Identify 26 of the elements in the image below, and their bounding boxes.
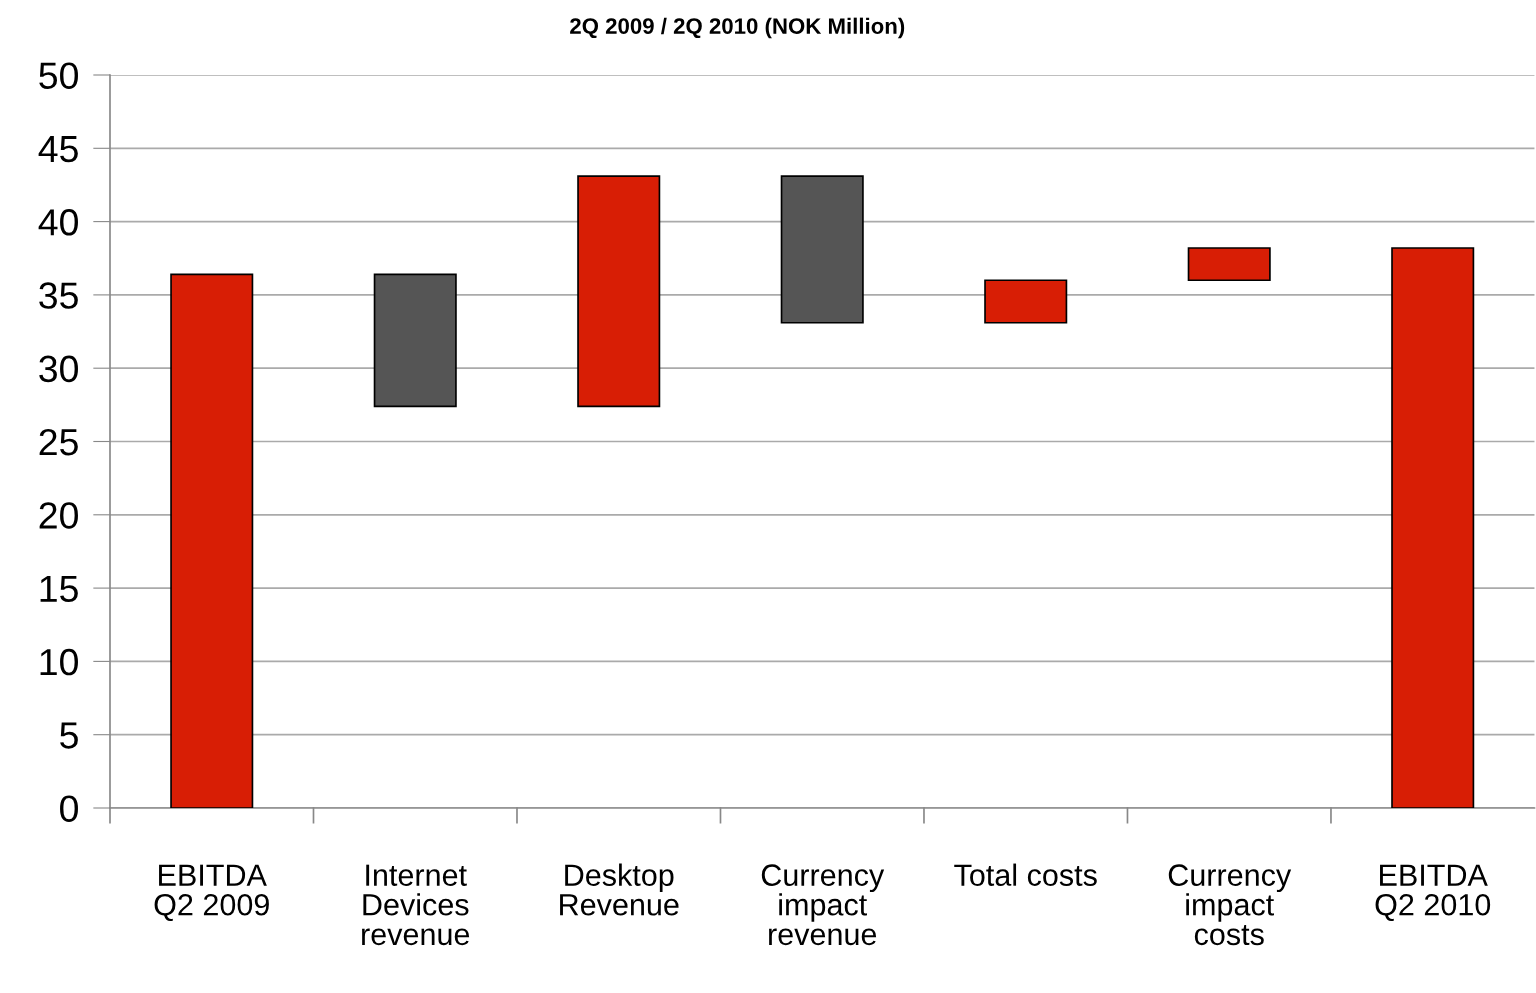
bar bbox=[984, 279, 1068, 324]
bar bbox=[1391, 247, 1475, 808]
x-tick-label: Currency impact costs bbox=[1168, 864, 1292, 946]
x-tick-label: Desktop Revenue bbox=[560, 863, 679, 916]
bar bbox=[373, 273, 457, 408]
x-tick-label: Currency impact revenue bbox=[761, 864, 885, 946]
y-tick-label: 30 bbox=[39, 355, 78, 383]
bar bbox=[170, 273, 254, 808]
bar bbox=[780, 175, 864, 324]
y-tick-label: 40 bbox=[38, 209, 78, 236]
y-tick-label: 50 bbox=[39, 62, 78, 89]
y-tick-label: 0 bbox=[60, 795, 78, 822]
x-tick-label: EBITDA Q2 2010 bbox=[1375, 864, 1491, 922]
y-tick-label: 10 bbox=[40, 648, 78, 676]
y-tick-label: 45 bbox=[38, 136, 78, 163]
x-tick-label: Internet Devices revenue bbox=[362, 864, 470, 946]
y-tick-label: 25 bbox=[39, 428, 78, 456]
y-tick-label: 15 bbox=[40, 575, 78, 603]
chart-title: 2Q 2009 / 2Q 2010 (NOK Million) bbox=[570, 17, 905, 39]
y-tick-label: 20 bbox=[39, 502, 78, 529]
x-tick-label: Total costs bbox=[954, 863, 1097, 886]
bar bbox=[1187, 247, 1271, 282]
x-tick-label: EBITDA Q2 2009 bbox=[154, 864, 269, 922]
y-tick-label: 5 bbox=[60, 722, 78, 749]
y-tick-label: 35 bbox=[39, 282, 78, 309]
bar bbox=[577, 175, 661, 408]
